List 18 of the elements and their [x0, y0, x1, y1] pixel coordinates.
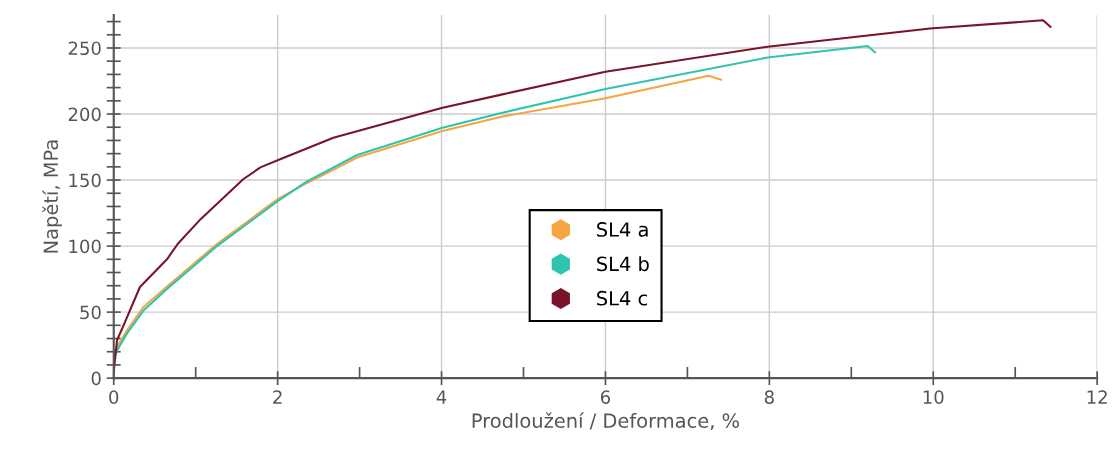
- y-tick-label: 200: [68, 107, 101, 122]
- x-tick-label: 6: [600, 390, 611, 404]
- legend-label: SL4 a: [597, 222, 648, 237]
- x-axis-title: Prodloužení / Deformace, %: [472, 412, 740, 431]
- x-tick-label: 0: [109, 390, 119, 404]
- x-tick-label: 8: [764, 390, 774, 404]
- y-tick-label: 150: [69, 173, 101, 188]
- y-tick-label: 0: [91, 371, 101, 386]
- y-tick-label: 50: [80, 305, 101, 320]
- legend-label: SL4 b: [597, 256, 649, 272]
- x-tick-label: 12: [1087, 390, 1107, 404]
- x-tick-label: 2: [273, 390, 282, 404]
- x-tick-label: 4: [436, 390, 447, 404]
- legend-label: SL4 c: [597, 290, 648, 306]
- y-tick-label: 250: [68, 41, 101, 56]
- y-axis-title: Napětí, MPa: [42, 140, 62, 253]
- x-tick-label: 10: [923, 390, 944, 404]
- y-tick-label: 100: [69, 239, 101, 254]
